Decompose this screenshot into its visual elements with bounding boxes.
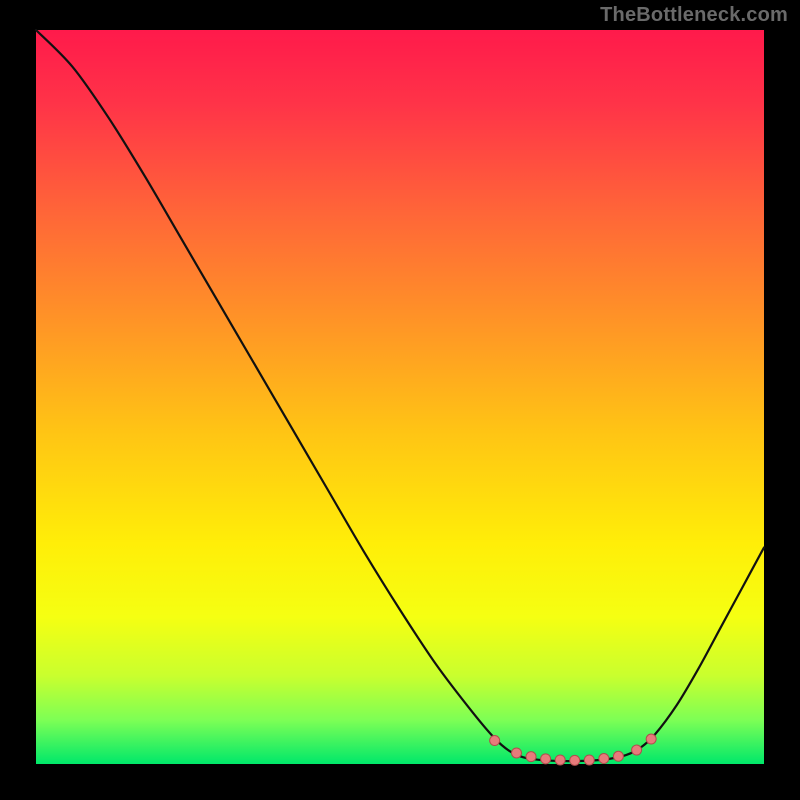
bottleneck-chart	[0, 0, 800, 800]
marker-point	[570, 755, 580, 765]
marker-point	[584, 755, 594, 765]
marker-point	[511, 748, 521, 758]
plot-background	[36, 30, 764, 764]
marker-point	[613, 751, 623, 761]
marker-point	[555, 755, 565, 765]
marker-point	[541, 754, 551, 764]
marker-point	[632, 745, 642, 755]
marker-point	[490, 736, 500, 746]
marker-point	[646, 734, 656, 744]
watermark-label: TheBottleneck.com	[600, 4, 788, 27]
marker-point	[599, 754, 609, 764]
marker-point	[526, 752, 536, 762]
chart-container: TheBottleneck.com	[0, 0, 800, 800]
